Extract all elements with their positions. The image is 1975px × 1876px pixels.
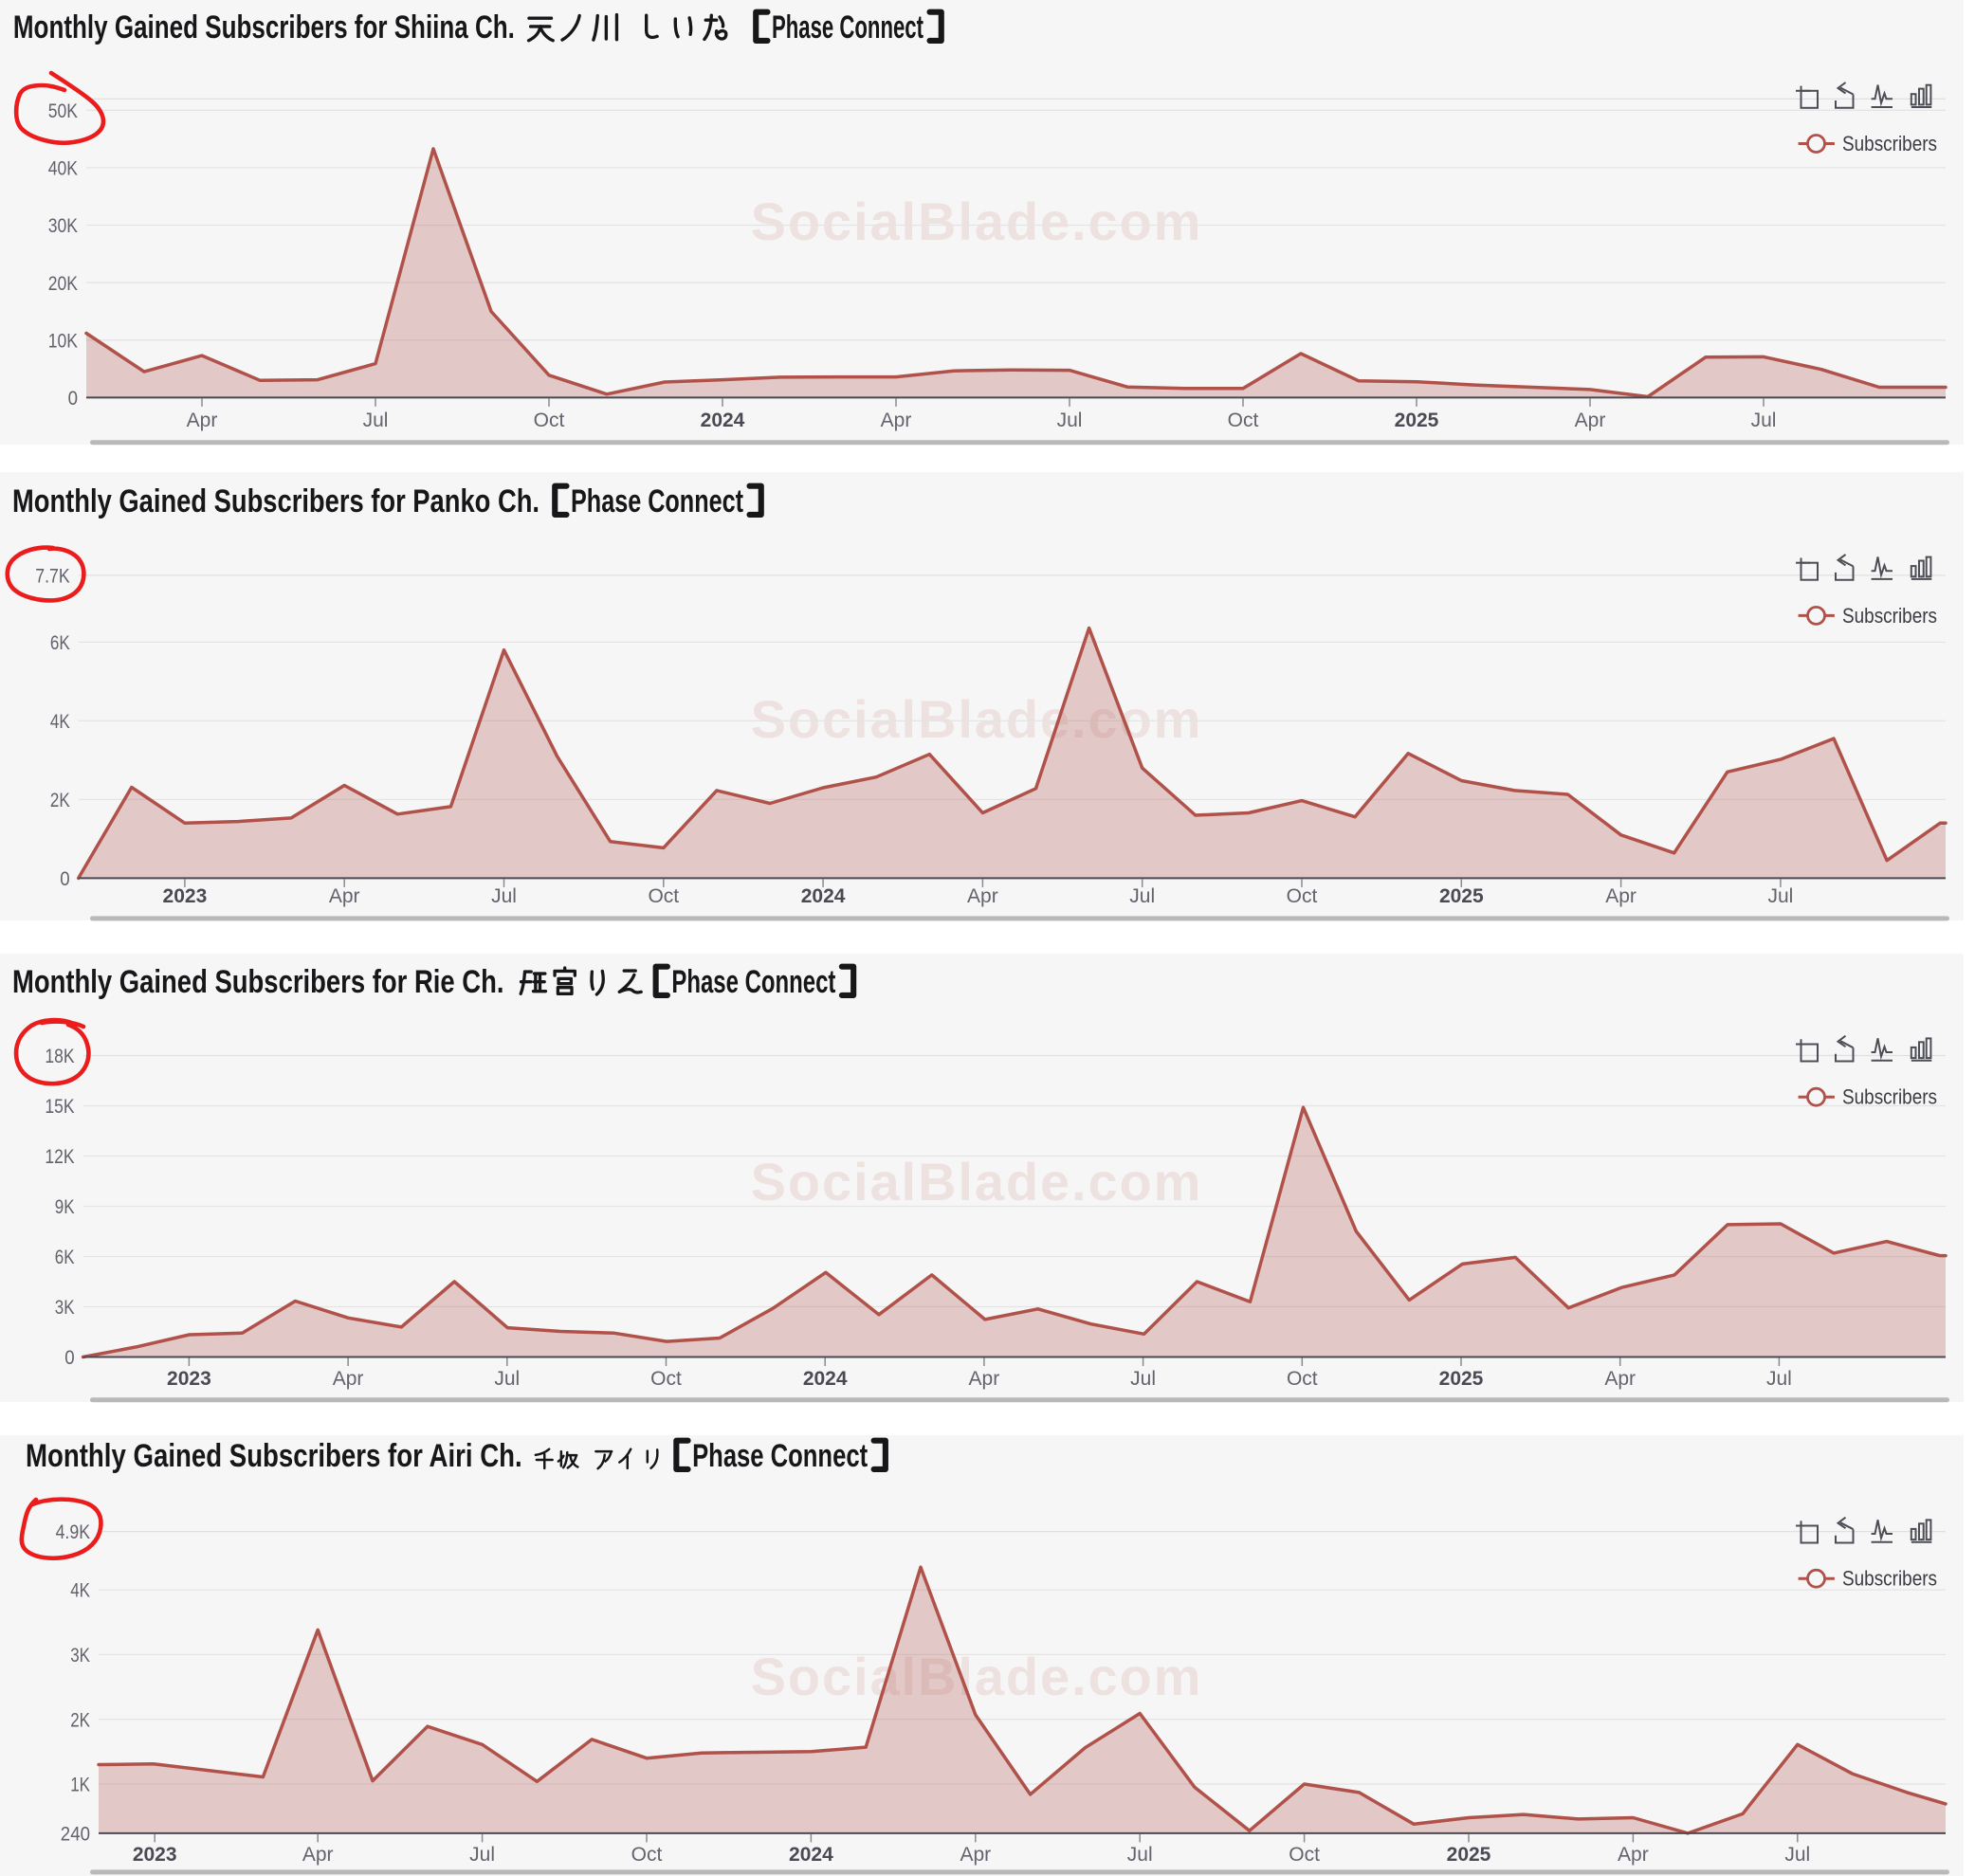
svg-text:1K: 1K: [70, 1775, 90, 1796]
svg-text:Jul: Jul: [469, 1844, 495, 1866]
svg-text:12K: 12K: [45, 1146, 74, 1168]
svg-text:6K: 6K: [50, 632, 70, 654]
svg-text:Subscribers: Subscribers: [1842, 604, 1937, 628]
svg-text:Oct: Oct: [650, 1368, 682, 1390]
svg-text:Jul: Jul: [1751, 410, 1777, 431]
svg-text:Apr: Apr: [333, 1368, 364, 1390]
svg-text:Apr: Apr: [960, 1844, 991, 1866]
svg-text:SocialBlade.com: SocialBlade.com: [751, 1152, 1203, 1211]
svg-text:Jul: Jul: [1130, 1368, 1156, 1390]
svg-text:10K: 10K: [48, 330, 78, 352]
svg-text:Monthly Gained Subscribers for: Monthly Gained Subscribers for Rie Ch.: [12, 964, 504, 1000]
svg-text:Jul: Jul: [1767, 885, 1793, 907]
svg-text:SocialBlade.com: SocialBlade.com: [751, 1647, 1203, 1706]
svg-text:Oct: Oct: [631, 1844, 663, 1866]
svg-text:2K: 2K: [70, 1709, 90, 1731]
svg-text:SocialBlade.com: SocialBlade.com: [751, 191, 1203, 251]
svg-text:4.9K: 4.9K: [56, 1521, 90, 1543]
svg-text:Oct: Oct: [1287, 1368, 1318, 1390]
svg-text:Apr: Apr: [1605, 885, 1637, 907]
svg-text:3K: 3K: [55, 1297, 75, 1319]
svg-text:Apr: Apr: [967, 885, 998, 907]
svg-text:Subscribers: Subscribers: [1842, 1567, 1937, 1591]
svg-text:Oct: Oct: [1228, 410, 1259, 431]
svg-text:2024: 2024: [803, 1368, 848, 1390]
svg-text:9K: 9K: [55, 1196, 75, 1218]
svg-text:20K: 20K: [48, 273, 78, 295]
svg-text:50K: 50K: [48, 100, 78, 122]
svg-text:4K: 4K: [50, 711, 70, 733]
svg-text:2025: 2025: [1447, 1844, 1491, 1866]
svg-text:30K: 30K: [48, 215, 78, 237]
svg-text:2024: 2024: [789, 1844, 833, 1866]
svg-text:Apr: Apr: [881, 410, 912, 431]
svg-text:Jul: Jul: [1766, 1368, 1792, 1390]
svg-text:2023: 2023: [163, 885, 208, 907]
svg-text:Jul: Jul: [491, 885, 517, 907]
svg-text:18K: 18K: [45, 1046, 74, 1067]
svg-text:Monthly Gained Subscribers for: Monthly Gained Subscribers for Shiina Ch…: [13, 9, 515, 46]
svg-text:0: 0: [60, 868, 69, 890]
svg-text:3K: 3K: [70, 1645, 90, 1667]
svg-text:2024: 2024: [801, 885, 846, 907]
svg-text:2023: 2023: [167, 1368, 211, 1390]
svg-text:Jul: Jul: [1057, 410, 1083, 431]
svg-text:SocialBlade.com: SocialBlade.com: [751, 689, 1203, 749]
svg-text:2024: 2024: [701, 410, 745, 431]
svg-text:Oct: Oct: [1287, 885, 1318, 907]
svg-text:Jul: Jul: [363, 410, 389, 431]
svg-text:Phase Connect: Phase Connect: [671, 964, 835, 1000]
svg-text:240: 240: [61, 1824, 90, 1846]
svg-text:0: 0: [64, 1347, 74, 1369]
svg-text:Jul: Jul: [1784, 1844, 1810, 1866]
svg-text:Monthly Gained Subscribers for: Monthly Gained Subscribers for Panko Ch.: [12, 483, 539, 519]
svg-text:Subscribers: Subscribers: [1842, 1085, 1937, 1109]
svg-text:15K: 15K: [45, 1096, 74, 1118]
svg-text:Apr: Apr: [187, 410, 218, 431]
svg-text:Phase Connect: Phase Connect: [772, 9, 923, 46]
svg-text:Jul: Jul: [1129, 885, 1155, 907]
svg-text:40K: 40K: [48, 158, 78, 180]
svg-text:0: 0: [68, 388, 78, 410]
svg-text:Oct: Oct: [648, 885, 679, 907]
svg-text:Jul: Jul: [494, 1368, 520, 1390]
svg-text:Oct: Oct: [1289, 1844, 1320, 1866]
svg-text:Apr: Apr: [329, 885, 360, 907]
svg-text:Jul: Jul: [1127, 1844, 1153, 1866]
svg-text:Apr: Apr: [969, 1368, 1000, 1390]
svg-text:2K: 2K: [50, 790, 70, 811]
svg-text:7.7K: 7.7K: [35, 566, 69, 588]
svg-text:Oct: Oct: [534, 410, 565, 431]
svg-text:6K: 6K: [55, 1247, 75, 1268]
svg-text:Phase Connect: Phase Connect: [692, 1438, 868, 1474]
svg-text:2025: 2025: [1439, 1368, 1484, 1390]
svg-text:Apr: Apr: [302, 1844, 334, 1866]
svg-text:2023: 2023: [133, 1844, 177, 1866]
svg-text:Apr: Apr: [1618, 1844, 1649, 1866]
svg-text:Apr: Apr: [1604, 1368, 1636, 1390]
svg-text:Apr: Apr: [1575, 410, 1606, 431]
svg-text:4K: 4K: [70, 1580, 90, 1602]
svg-text:Phase Connect: Phase Connect: [571, 483, 743, 519]
svg-text:Monthly Gained Subscribers for: Monthly Gained Subscribers for Airi Ch.: [26, 1438, 522, 1474]
svg-text:2025: 2025: [1395, 410, 1439, 431]
svg-text:Subscribers: Subscribers: [1842, 132, 1937, 155]
svg-text:2025: 2025: [1439, 885, 1484, 907]
